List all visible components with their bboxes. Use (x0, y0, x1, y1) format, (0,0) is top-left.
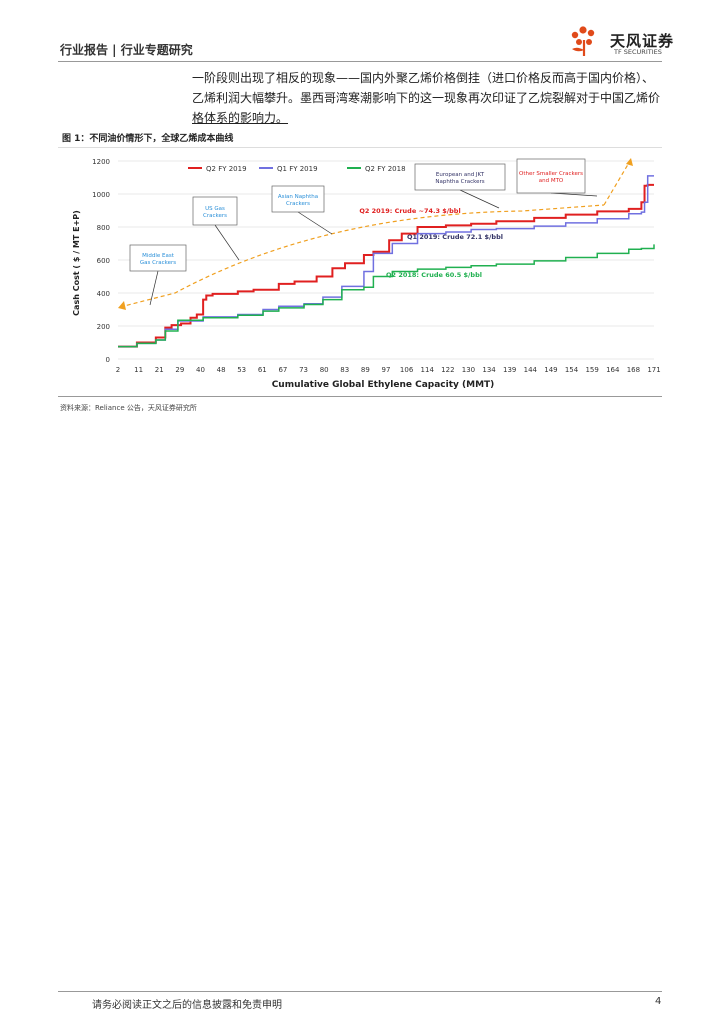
callout-pointer (297, 211, 333, 235)
logo-text: 天风证券 (610, 32, 675, 50)
callout-label-line: Asian Naphtha (278, 194, 318, 200)
series-annotation: Q2 2019: Crude ~74.3 $/bbl (359, 207, 460, 215)
callout-box (414, 163, 506, 191)
y-tick-label: 1200 (92, 158, 110, 166)
series-line-q2-2018 (118, 244, 655, 348)
figure-source: 资料来源：Reliance 公告，天风证券研究所 (60, 404, 197, 412)
body-line-3: 格体系的影响力。 (192, 108, 667, 128)
source-divider (58, 396, 662, 397)
x-tick-label: 21 (155, 366, 164, 374)
x-tick-label: 40 (196, 366, 205, 374)
x-tick-label: 2 (116, 366, 120, 374)
callout-box (129, 244, 187, 272)
callout-label-line: Other Smaller Crackers (519, 171, 583, 177)
x-tick-label: 106 (400, 366, 414, 374)
legend-entry: Q2 FY 2018 (365, 165, 406, 173)
logo-flower-icon (571, 26, 595, 56)
legend-entry: Q2 FY 2019 (206, 165, 247, 173)
x-tick-label: 80 (320, 366, 329, 374)
callout-pointer (459, 189, 500, 209)
page-number: 4 (655, 996, 662, 1007)
body-line-3-text: 格体系的影响力。 (192, 111, 289, 125)
body-paragraph: 一阶段则出现了相反的现象——国内外聚乙烯价格倒挂（进口价格反而高于国内价格）、 … (192, 68, 667, 128)
y-tick-label: 200 (97, 323, 110, 331)
x-tick-label: 73 (299, 366, 308, 374)
x-tick-label: 144 (524, 366, 538, 374)
arrowhead-icon (118, 301, 126, 310)
x-tick-label: 122 (441, 366, 454, 374)
x-tick-label: 48 (217, 366, 226, 374)
y-tick-label: 800 (97, 224, 110, 232)
x-tick-label: 97 (382, 366, 391, 374)
y-tick-label: 400 (97, 290, 110, 298)
callout-pointer (214, 224, 240, 261)
callout-label-line: and MTO (539, 178, 564, 184)
callout-box (192, 196, 238, 226)
x-tick-label: 53 (237, 366, 246, 374)
callout-label-line: Naphtha Crackers (435, 179, 484, 185)
x-tick-label: 154 (565, 366, 579, 374)
x-tick-label: 89 (361, 366, 370, 374)
callout-pointer (550, 192, 598, 197)
arrowhead-icon (626, 158, 633, 166)
header-divider (58, 61, 662, 62)
body-line-2: 乙烯利润大幅攀升。墨西哥湾寒潮影响下的这一现象再次印证了乙烷裂解对于中国乙烯价 (192, 91, 661, 105)
figure-title-divider (58, 147, 662, 148)
footer-disclaimer: 请务必阅读正文之后的信息披露和免责申明 (92, 1000, 282, 1011)
callout-box (271, 185, 325, 213)
callout-label-line: US Gas (205, 206, 225, 212)
callout-pointer (149, 270, 159, 306)
callout-label-line: Crackers (286, 201, 310, 207)
x-axis-label: Cumulative Global Ethylene Capacity (MMT… (272, 380, 495, 390)
x-tick-label: 114 (421, 366, 435, 374)
y-tick-label: 1000 (92, 191, 110, 199)
x-tick-label: 67 (278, 366, 287, 374)
x-tick-label: 149 (544, 366, 557, 374)
callout-box (516, 158, 586, 194)
x-tick-label: 134 (482, 366, 496, 374)
x-tick-label: 168 (627, 366, 640, 374)
callout-label-line: Middle East (142, 253, 175, 259)
x-tick-label: 164 (606, 366, 620, 374)
x-tick-label: 83 (340, 366, 349, 374)
series-line-q1-2019 (118, 175, 654, 348)
cost-frontier-arrow-tail (603, 160, 631, 206)
legend-entry: Q1 FY 2019 (277, 165, 318, 173)
x-tick-label: 159 (585, 366, 598, 374)
y-tick-label: 600 (97, 257, 110, 265)
x-tick-label: 11 (134, 366, 143, 374)
callout-label-line: European and JKT (436, 172, 485, 178)
figure-title: 图 1：不同油价情形下，全球乙烯成本曲线 (62, 134, 234, 144)
x-tick-label: 29 (175, 366, 184, 374)
series-annotation: Q2 2018: Crude 60.5 $/bbl (386, 271, 482, 279)
footer-divider (58, 991, 662, 992)
header-title: 行业报告 | 行业专题研究 (60, 43, 193, 57)
callout-label-line: Gas Crackers (140, 260, 176, 266)
series-annotation: Q1 2019: Crude 72.1 $/bbl (407, 233, 503, 241)
company-logo: 天风证券 TF SECURITIES (566, 22, 676, 60)
cost-curve-chart: 0 200 400 600 800 1000 1200 2 11 21 29 40 48 53 61 67 7… (72, 158, 661, 390)
x-tick-label: 139 (503, 366, 516, 374)
logo-subtext: TF SECURITIES (614, 48, 662, 56)
y-tick-label: 0 (106, 356, 110, 364)
body-line-1: 一阶段则出现了相反的现象——国内外聚乙烯价格倒挂（进口价格反而高于国内价格）、 (192, 71, 655, 85)
x-tick-label: 61 (258, 366, 267, 374)
callout-label-line: Crackers (203, 213, 227, 219)
series-line-q2-2019 (118, 183, 654, 348)
x-tick-label: 130 (462, 366, 475, 374)
y-axis-label: Cash Cost ( $ / MT E+P) (72, 210, 81, 316)
x-tick-label: 171 (647, 366, 660, 374)
